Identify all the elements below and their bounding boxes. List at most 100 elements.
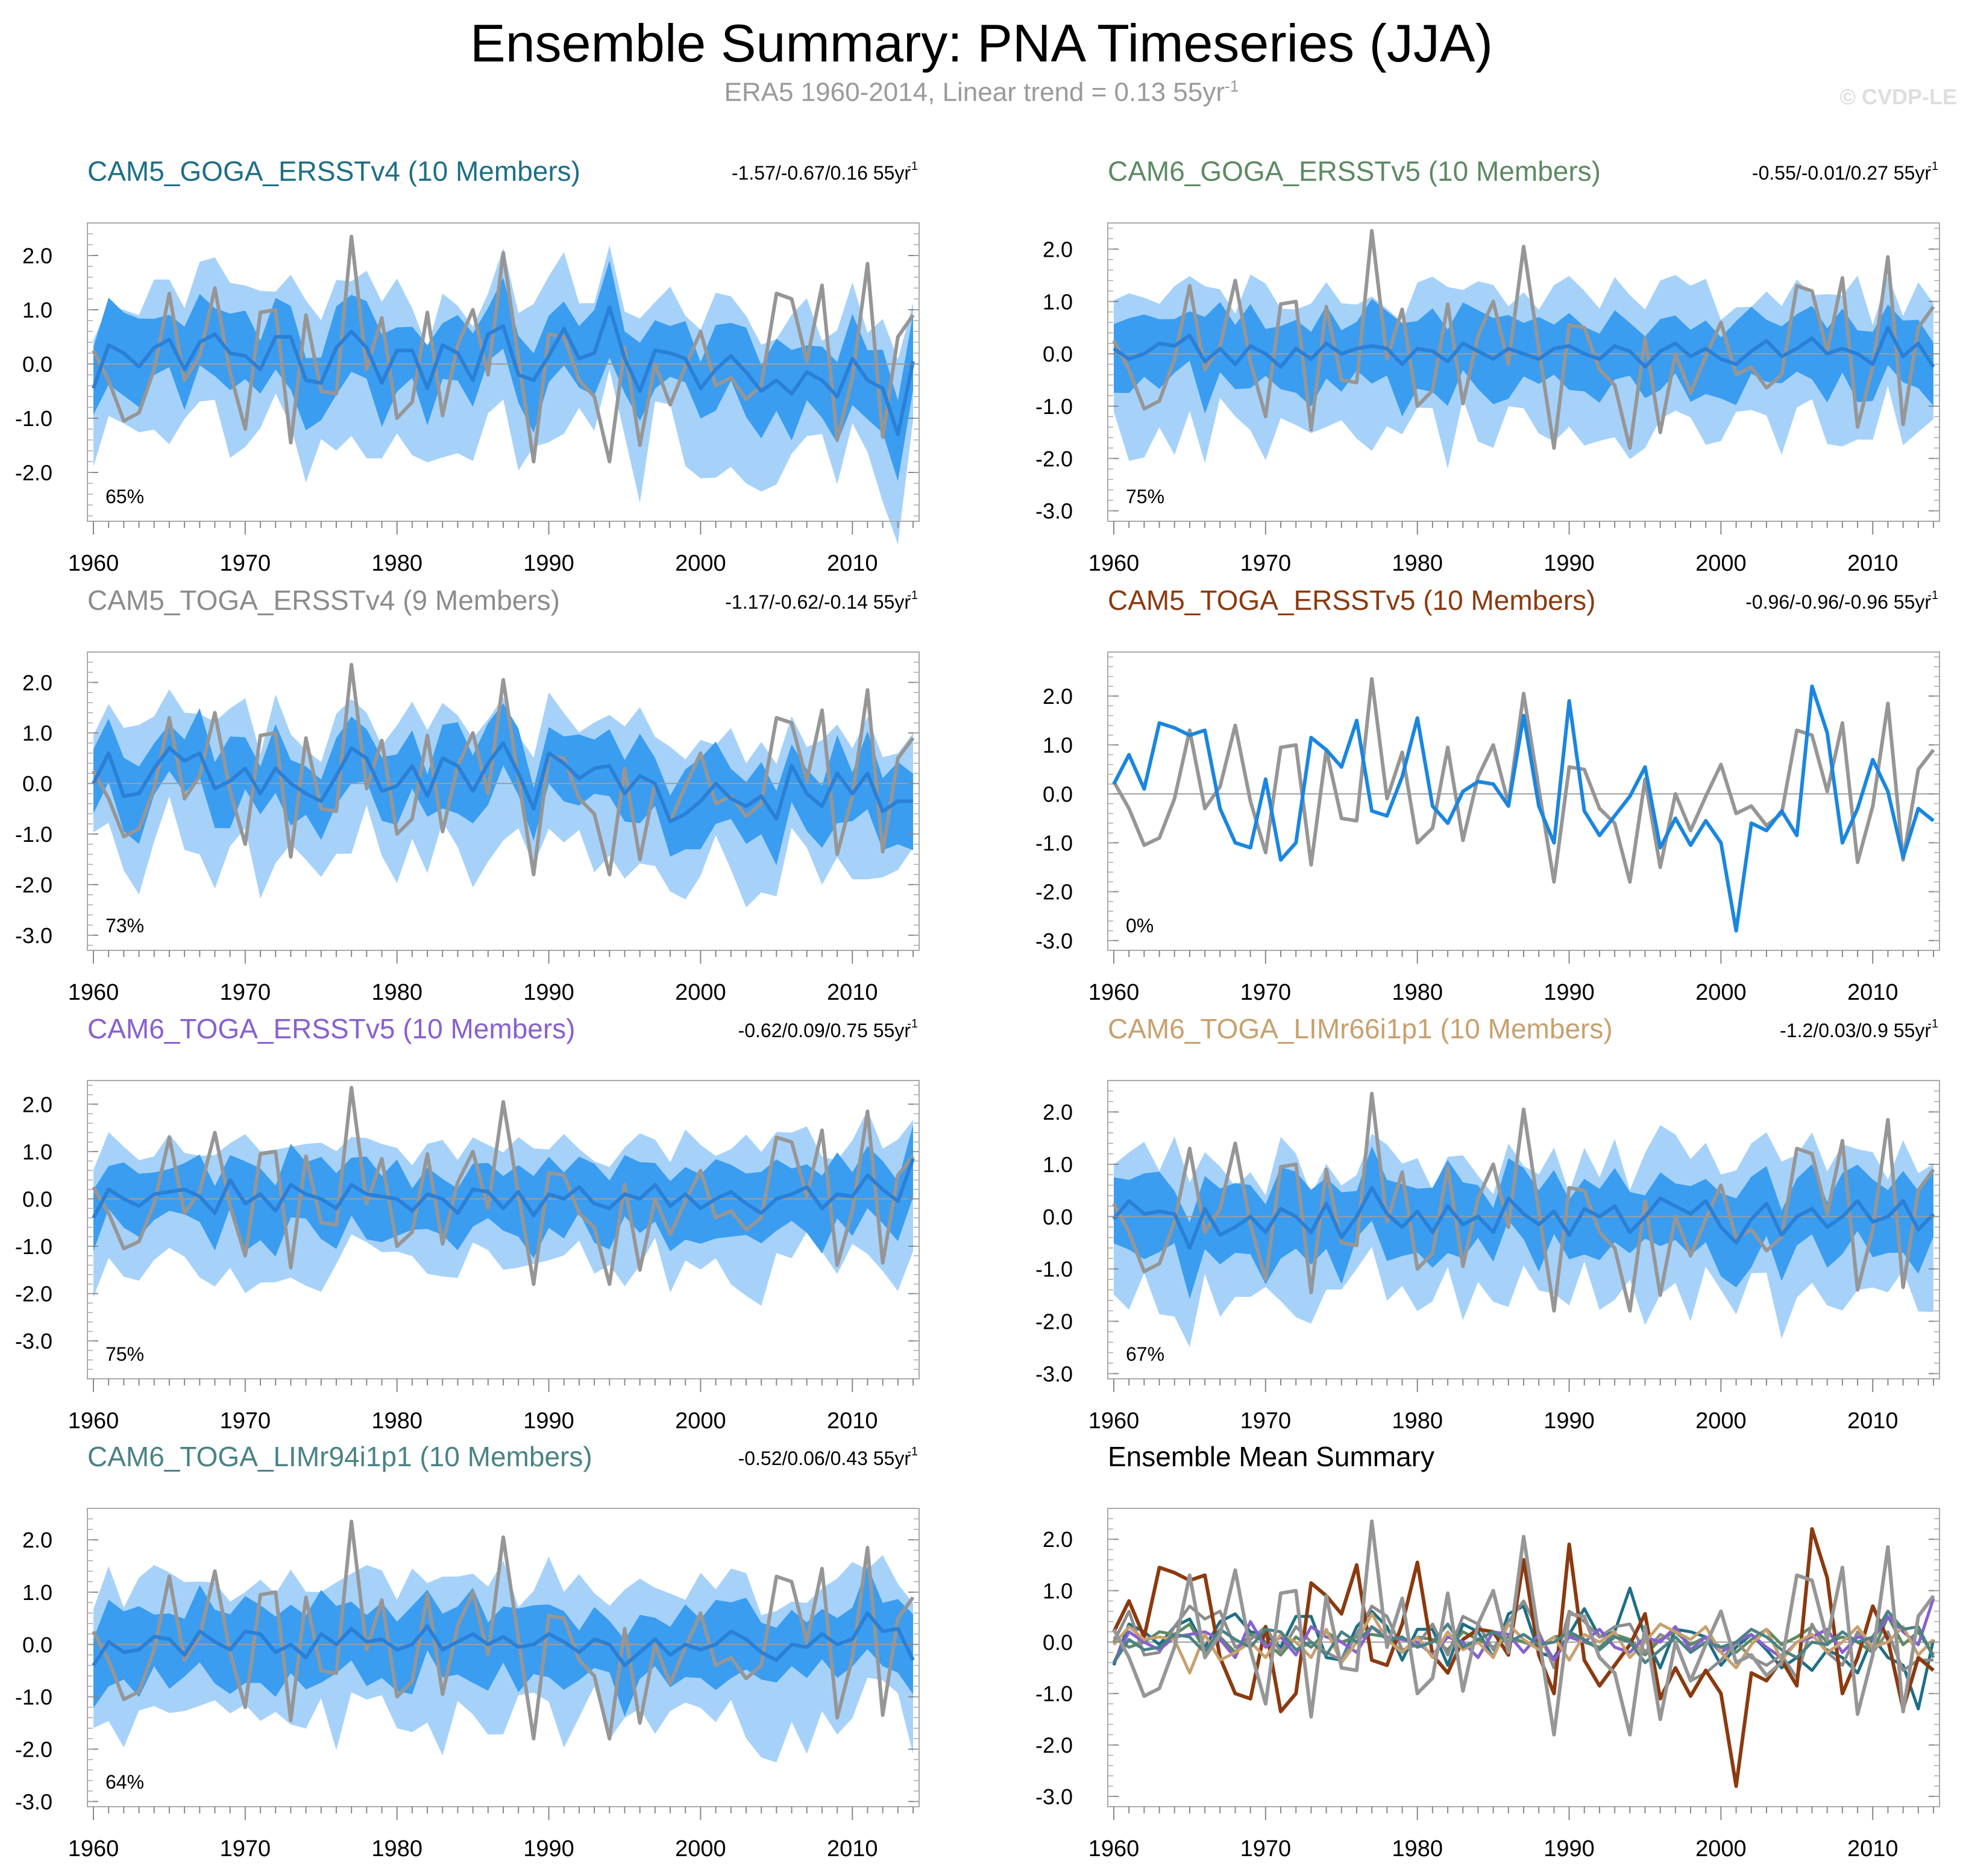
x-tick-label: 2000 (675, 980, 726, 1005)
x-tick-label: 1990 (1544, 551, 1595, 576)
y-tick-label: 0.0 (22, 1633, 52, 1657)
panel-p8: Ensemble Mean Summary -3.0 -2.0 -1.0 0.0 1.0 2… (1035, 1441, 1940, 1862)
subtitle: ERA5 1960-2014, Linear trend = 0.13 55yr… (0, 77, 1963, 108)
y-tick-label: -2.0 (15, 1737, 52, 1761)
y-tick-label: 1.0 (1043, 1152, 1073, 1177)
panel-trend: -0.62/0.09/0.75 55yr (738, 1020, 911, 1041)
x-tick-label: 1970 (220, 1408, 271, 1434)
pct-label: 73% (105, 915, 144, 936)
x-tick-label: 2010 (827, 551, 878, 576)
y-tick-label: -3.0 (1035, 499, 1073, 524)
y-tick-label: -3.0 (1035, 1784, 1073, 1809)
y-tick-label: -1.0 (15, 822, 52, 847)
plot-frame (1107, 1508, 1940, 1807)
x-tick-label: 1960 (68, 551, 119, 576)
panel-trend: -0.55/-0.01/0.27 55yr (1752, 162, 1931, 184)
panel-trend: -0.96/-0.96/-0.96 55yr (1745, 591, 1931, 613)
panel-title: CAM6_TOGA_LIMr94i1p1 (10 Members) (87, 1441, 592, 1472)
y-tick-label: 0.0 (1043, 782, 1073, 806)
x-tick-label: 1960 (68, 980, 119, 1005)
x-tick-label: 2010 (1847, 980, 1899, 1005)
ensemble-mean-line (92, 1158, 915, 1219)
x-tick-label: 2000 (1695, 1408, 1747, 1434)
x-tick-label: 2010 (827, 980, 878, 1005)
y-tick-label: 1.0 (1043, 289, 1073, 314)
y-tick-label: -3.0 (1035, 1361, 1073, 1386)
y-tick-label: -1.0 (15, 1234, 52, 1259)
x-tick-label: 1980 (371, 1408, 422, 1434)
ensemble-mean-line (92, 741, 913, 824)
x-tick-label: 1970 (220, 551, 271, 576)
y-tick-label: -1.0 (15, 1685, 52, 1710)
y-tick-label: 1.0 (22, 1580, 52, 1605)
x-tick-label: 1980 (1392, 1836, 1443, 1862)
x-tick-label: 1990 (523, 1836, 574, 1862)
y-tick-label: 2.0 (1043, 1527, 1073, 1552)
spread-25-75-band (93, 1125, 913, 1258)
panel-trend: -1.17/-0.62/-0.14 55yr (725, 591, 911, 613)
x-tick-label: 1990 (1544, 1408, 1595, 1434)
y-tick-label: 1.0 (22, 721, 52, 745)
subtitle-text: ERA5 1960-2014, Linear trend = 0.13 55yr (724, 77, 1225, 107)
x-tick-label: 1980 (371, 980, 422, 1005)
x-tick-label: 1970 (220, 980, 271, 1005)
panel-title: CAM5_GOGA_ERSSTv4 (10 Members) (87, 155, 580, 187)
x-tick-label: 1960 (68, 1836, 119, 1862)
x-tick-label: 2010 (827, 1408, 878, 1434)
pct-label: 67% (1126, 1343, 1164, 1365)
summary-line-cam5_toga_ersstv5 (1112, 1527, 1935, 1788)
x-tick-label: 1960 (1088, 980, 1140, 1005)
y-tick-label: 0.0 (1043, 1205, 1073, 1229)
obs-line (92, 1085, 915, 1286)
main-title: Ensemble Summary: PNA Timeseries (JJA) (470, 13, 1493, 73)
x-tick-label: 1980 (1392, 980, 1443, 1005)
x-tick-label: 1980 (1392, 551, 1443, 576)
panel-p1: CAM5_GOGA_ERSSTv4 (10 Members) -1.57/-0.6… (15, 155, 920, 576)
y-tick-label: -2.0 (15, 1282, 52, 1307)
panel-title: CAM6_TOGA_LIMr66i1p1 (10 Members) (1108, 1013, 1613, 1044)
panel-trend-exponent: -1 (907, 589, 918, 602)
y-tick-label: -2.0 (1035, 1309, 1073, 1334)
panel-p4: CAM5_TOGA_ERSSTv5 (10 Members) -0.96/-0.9… (1035, 585, 1940, 1005)
x-tick-label: 1980 (371, 1836, 422, 1862)
spread-10-90-band (93, 245, 913, 545)
y-tick-label: -2.0 (15, 873, 52, 897)
panel-p6: CAM6_TOGA_LIMr66i1p1 (10 Members) -1.2/0.… (1035, 1013, 1940, 1434)
spread-25-75-band (1114, 1146, 1933, 1299)
y-tick-label: 0.0 (22, 771, 52, 796)
y-tick-label: -3.0 (15, 1789, 52, 1814)
panel-trend-exponent: -1 (1927, 160, 1938, 173)
x-tick-label: 1960 (1088, 551, 1140, 576)
pct-label: 75% (105, 1343, 144, 1365)
x-tick-label: 2000 (1695, 980, 1747, 1005)
x-tick-label: 1990 (523, 980, 574, 1005)
ensemble-mean-line (1113, 325, 1935, 369)
y-tick-label: 1.0 (1043, 1579, 1073, 1604)
spread-25-75-band (93, 260, 913, 482)
x-tick-label: 1960 (1088, 1408, 1140, 1434)
spread-25-75-band (1114, 299, 1933, 417)
panel-title: CAM5_TOGA_ERSSTv4 (9 Members) (87, 585, 560, 616)
x-tick-label: 1980 (1392, 1408, 1443, 1434)
panel-trend-exponent: -1 (907, 1445, 918, 1458)
x-tick-label: 1970 (1240, 1408, 1292, 1434)
model-line (1112, 684, 1935, 933)
pct-label: 75% (1126, 486, 1164, 507)
y-tick-label: -2.0 (1035, 1733, 1073, 1758)
x-tick-label: 1960 (1088, 1836, 1140, 1862)
y-tick-label: -1.0 (1035, 394, 1073, 419)
y-tick-label: 1.0 (22, 1140, 52, 1164)
y-tick-label: 2.0 (22, 670, 52, 695)
panel-trend-exponent: -1 (1927, 589, 1938, 602)
y-tick-label: 0.0 (1043, 1630, 1073, 1655)
x-tick-label: 1960 (68, 1408, 119, 1434)
obs-line (1112, 229, 1935, 450)
obs-line (92, 234, 915, 463)
summary-line-era5 (1112, 1519, 1935, 1737)
panel-trend-exponent: -1 (907, 160, 918, 173)
y-tick-label: 0.0 (22, 352, 52, 377)
x-tick-label: 1990 (523, 551, 574, 576)
y-tick-label: 2.0 (1043, 237, 1073, 262)
y-tick-label: -3.0 (15, 923, 52, 948)
pct-label: 0% (1126, 915, 1154, 936)
